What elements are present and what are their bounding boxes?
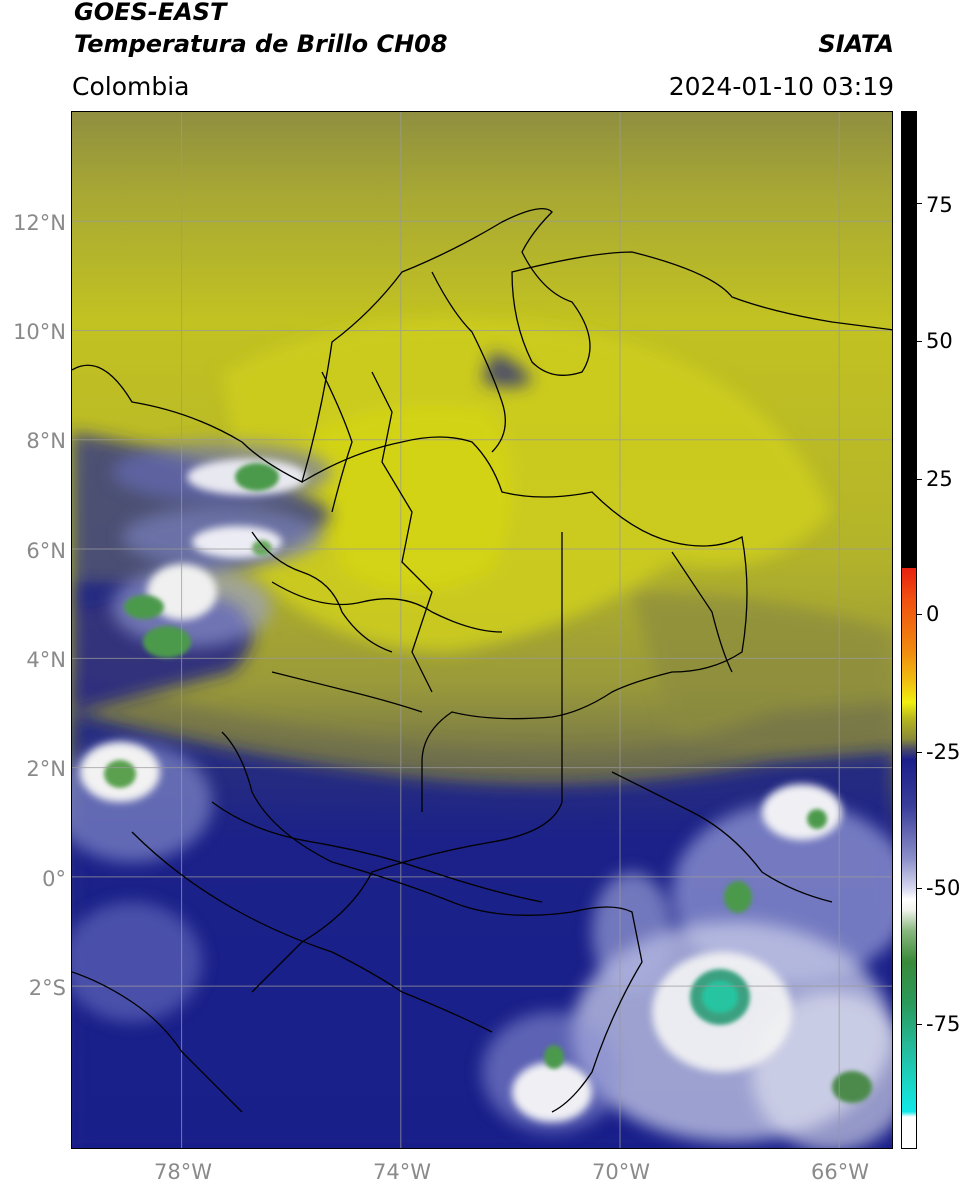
colorbar-tick-75: [917, 203, 922, 204]
colorbar-tick-25: [917, 479, 922, 480]
lon-label-74w: 74°W: [373, 1160, 431, 1184]
coastlines-and-borders: [72, 208, 892, 1113]
lat-label-10n: 10°N: [13, 320, 66, 344]
title-product: Temperatura de Brillo CH08: [74, 30, 448, 58]
colorbar-label-0: 0: [926, 602, 940, 626]
colorbar-label-minus75: -75: [926, 1012, 961, 1036]
colorbar-label-minus50: -50: [926, 876, 961, 900]
lon-label-66w: 66°W: [811, 1160, 869, 1184]
lat-label-8n: 8°N: [26, 429, 66, 453]
colorbar-tick-minus50: [917, 888, 922, 889]
colorbar-label-75: 75: [926, 193, 953, 217]
lon-label-78w: 78°W: [154, 1160, 212, 1184]
colorbar-label-25: 25: [926, 467, 953, 491]
colorbar-label-minus25: -25: [926, 740, 961, 764]
coldest-cores: [104, 463, 872, 1103]
colorbar-tick-minus75: [917, 1024, 922, 1025]
lat-label-12n: 12°N: [13, 211, 66, 235]
brightness-temperature-map: [72, 112, 892, 1148]
lat-label-6n: 6°N: [26, 539, 66, 563]
lat-label-2s: 2°S: [28, 976, 66, 1000]
lat-label-equator: 0°: [42, 867, 66, 891]
map-panel: [71, 111, 893, 1149]
lat-label-4n: 4°N: [26, 648, 66, 672]
colorbar-tick-minus25: [917, 752, 922, 753]
title-satellite: GOES-EAST: [74, 0, 227, 26]
graticule: [72, 112, 892, 1148]
organization-label: SIATA: [818, 30, 894, 58]
timestamp-label: 2024-01-10 03:19: [668, 72, 894, 101]
region-label: Colombia: [72, 72, 190, 101]
lat-label-2n: 2°N: [26, 757, 66, 781]
colorbar-label-50: 50: [926, 329, 953, 353]
colorbar: [901, 111, 917, 1149]
lon-label-70w: 70°W: [592, 1160, 650, 1184]
colorbar-tick-50: [917, 341, 922, 342]
colorbar-tick-0: [917, 614, 922, 615]
